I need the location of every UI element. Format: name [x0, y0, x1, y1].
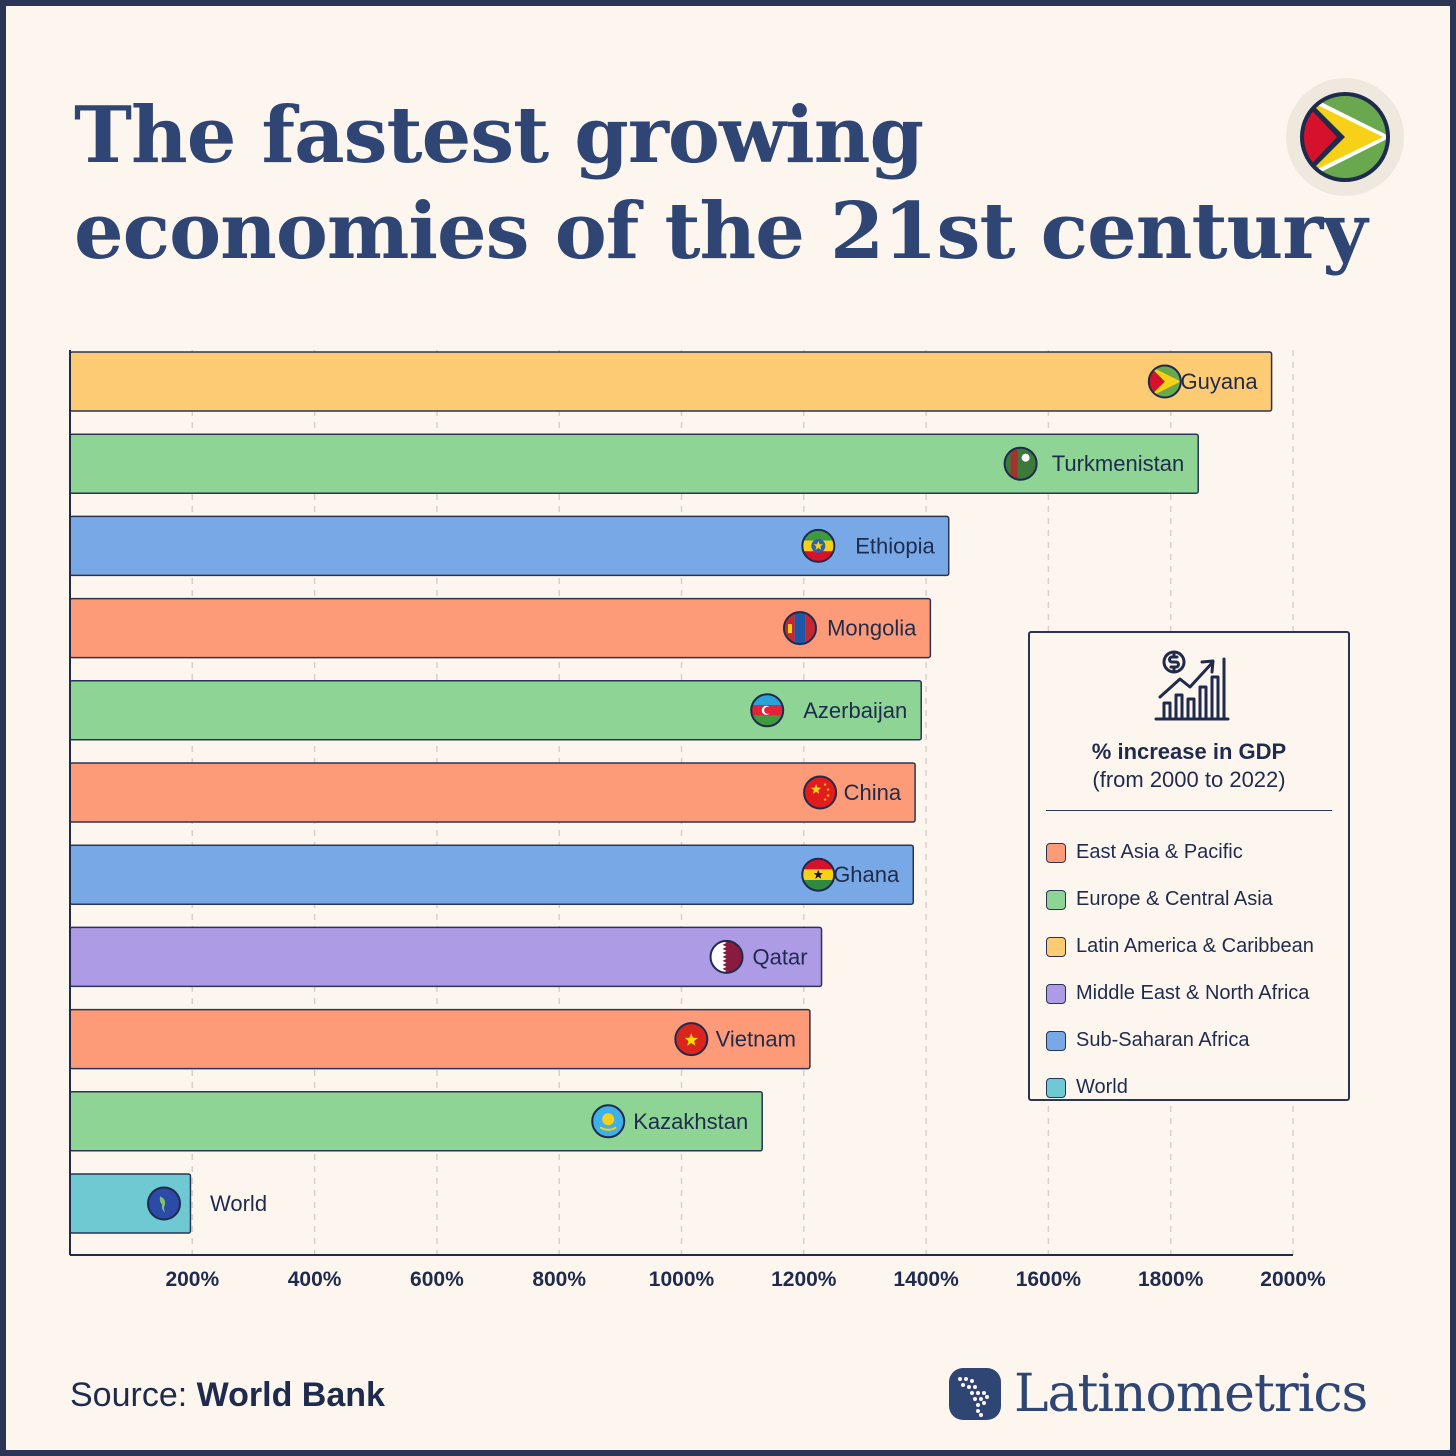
bar	[69, 926, 823, 988]
brand-name: Latinometrics	[1014, 1364, 1368, 1424]
legend-label: Europe & Central Asia	[1076, 888, 1273, 910]
bar	[69, 762, 916, 823]
x-tick-label: 200%	[165, 1268, 219, 1291]
source-name: World Bank	[196, 1376, 385, 1414]
title-line-1: The fastest growing	[74, 90, 924, 181]
guyana-flag-icon	[1300, 92, 1390, 182]
legend-swatch	[1046, 1030, 1066, 1051]
legend-label: Middle East & North Africa	[1076, 982, 1310, 1004]
legend-swatch	[1046, 1077, 1066, 1098]
legend-subtitle: (from 2000 to 2022)	[1092, 767, 1286, 792]
bar-label: Guyana	[1181, 369, 1259, 394]
x-tick-label: 1400%	[893, 1268, 959, 1291]
legend-label: Latin America & Caribbean	[1076, 935, 1314, 957]
x-tick-label: 1200%	[771, 1268, 837, 1291]
bar-label: Qatar	[753, 944, 808, 969]
x-tick-label: 2000%	[1260, 1268, 1326, 1291]
legend-label: East Asia & Pacific	[1076, 841, 1243, 863]
bar-group-china: China	[69, 762, 916, 823]
legend-item: Europe & Central Asia	[1046, 876, 1314, 923]
bar-label: China	[844, 780, 902, 805]
page-title: The fastest growing economies of the 21s…	[74, 88, 1368, 280]
bar-group-ethiopia: Ethiopia	[69, 515, 950, 577]
legend-item: World	[1046, 1064, 1314, 1111]
x-tick-label: 1000%	[649, 1268, 715, 1291]
bar-group-vietnam: Vietnam	[69, 1008, 811, 1070]
legend-item: Latin America & Caribbean	[1046, 923, 1314, 970]
bar	[69, 680, 922, 741]
guyana-flag-badge	[1286, 78, 1404, 196]
x-tick-label: 1600%	[1016, 1268, 1082, 1291]
bar-label: Azerbaijan	[803, 698, 907, 723]
bar-group-world: World	[69, 1173, 267, 1234]
bar-group-kazakhstan: Kazakhstan	[69, 1091, 763, 1152]
bar-label: World	[210, 1191, 267, 1216]
brand-logo: Latinometrics	[948, 1364, 1368, 1424]
bar-group-mongolia: Mongolia	[69, 597, 932, 659]
x-tick-label: 400%	[288, 1268, 342, 1291]
source-line: Source: World Bank	[70, 1376, 385, 1415]
bar-group-azerbaijan: Azerbaijan	[69, 680, 922, 741]
legend-box: % increase in GDP (from 2000 to 2022) Ea…	[1028, 631, 1350, 1101]
x-tick-label: 600%	[410, 1268, 464, 1291]
legend-items: East Asia & Pacific Europe & Central Asia…	[1046, 829, 1314, 1111]
source-prefix: Source:	[70, 1376, 188, 1414]
legend-item: Middle East & North Africa	[1046, 970, 1314, 1017]
bar-label: Turkmenistan	[1052, 451, 1184, 476]
x-tick-label: 800%	[532, 1268, 586, 1291]
bar-group-qatar: Qatar	[69, 926, 823, 988]
bar-label: Ethiopia	[855, 533, 935, 558]
legend-item: Sub-Saharan Africa	[1046, 1017, 1314, 1064]
bar	[69, 351, 1273, 412]
bar-group-turkmenistan: Turkmenistan	[69, 433, 1199, 494]
bar-label: Kazakhstan	[633, 1109, 748, 1134]
legend-label: World	[1076, 1076, 1128, 1098]
x-tick-label: 1800%	[1138, 1268, 1204, 1291]
legend-title: % increase in GDP	[1091, 739, 1287, 764]
bar-label: Ghana	[833, 862, 900, 887]
title-line-2: economies of the 21st century	[74, 186, 1368, 277]
bar-label: Vietnam	[716, 1027, 796, 1052]
growth-chart-icon	[1154, 650, 1230, 721]
latin-america-map-icon	[949, 1368, 1001, 1420]
legend-swatch	[1046, 936, 1066, 957]
legend-divider	[1046, 810, 1332, 811]
bar-group-guyana: Guyana	[69, 351, 1273, 412]
bar-label: Mongolia	[827, 616, 917, 641]
legend-swatch	[1046, 842, 1066, 863]
legend-item: East Asia & Pacific	[1046, 829, 1314, 876]
bar	[69, 844, 915, 905]
legend-swatch	[1046, 889, 1066, 910]
legend-swatch	[1046, 983, 1066, 1004]
bar-group-ghana: Ghana	[69, 844, 915, 905]
legend-label: Sub-Saharan Africa	[1076, 1029, 1250, 1051]
